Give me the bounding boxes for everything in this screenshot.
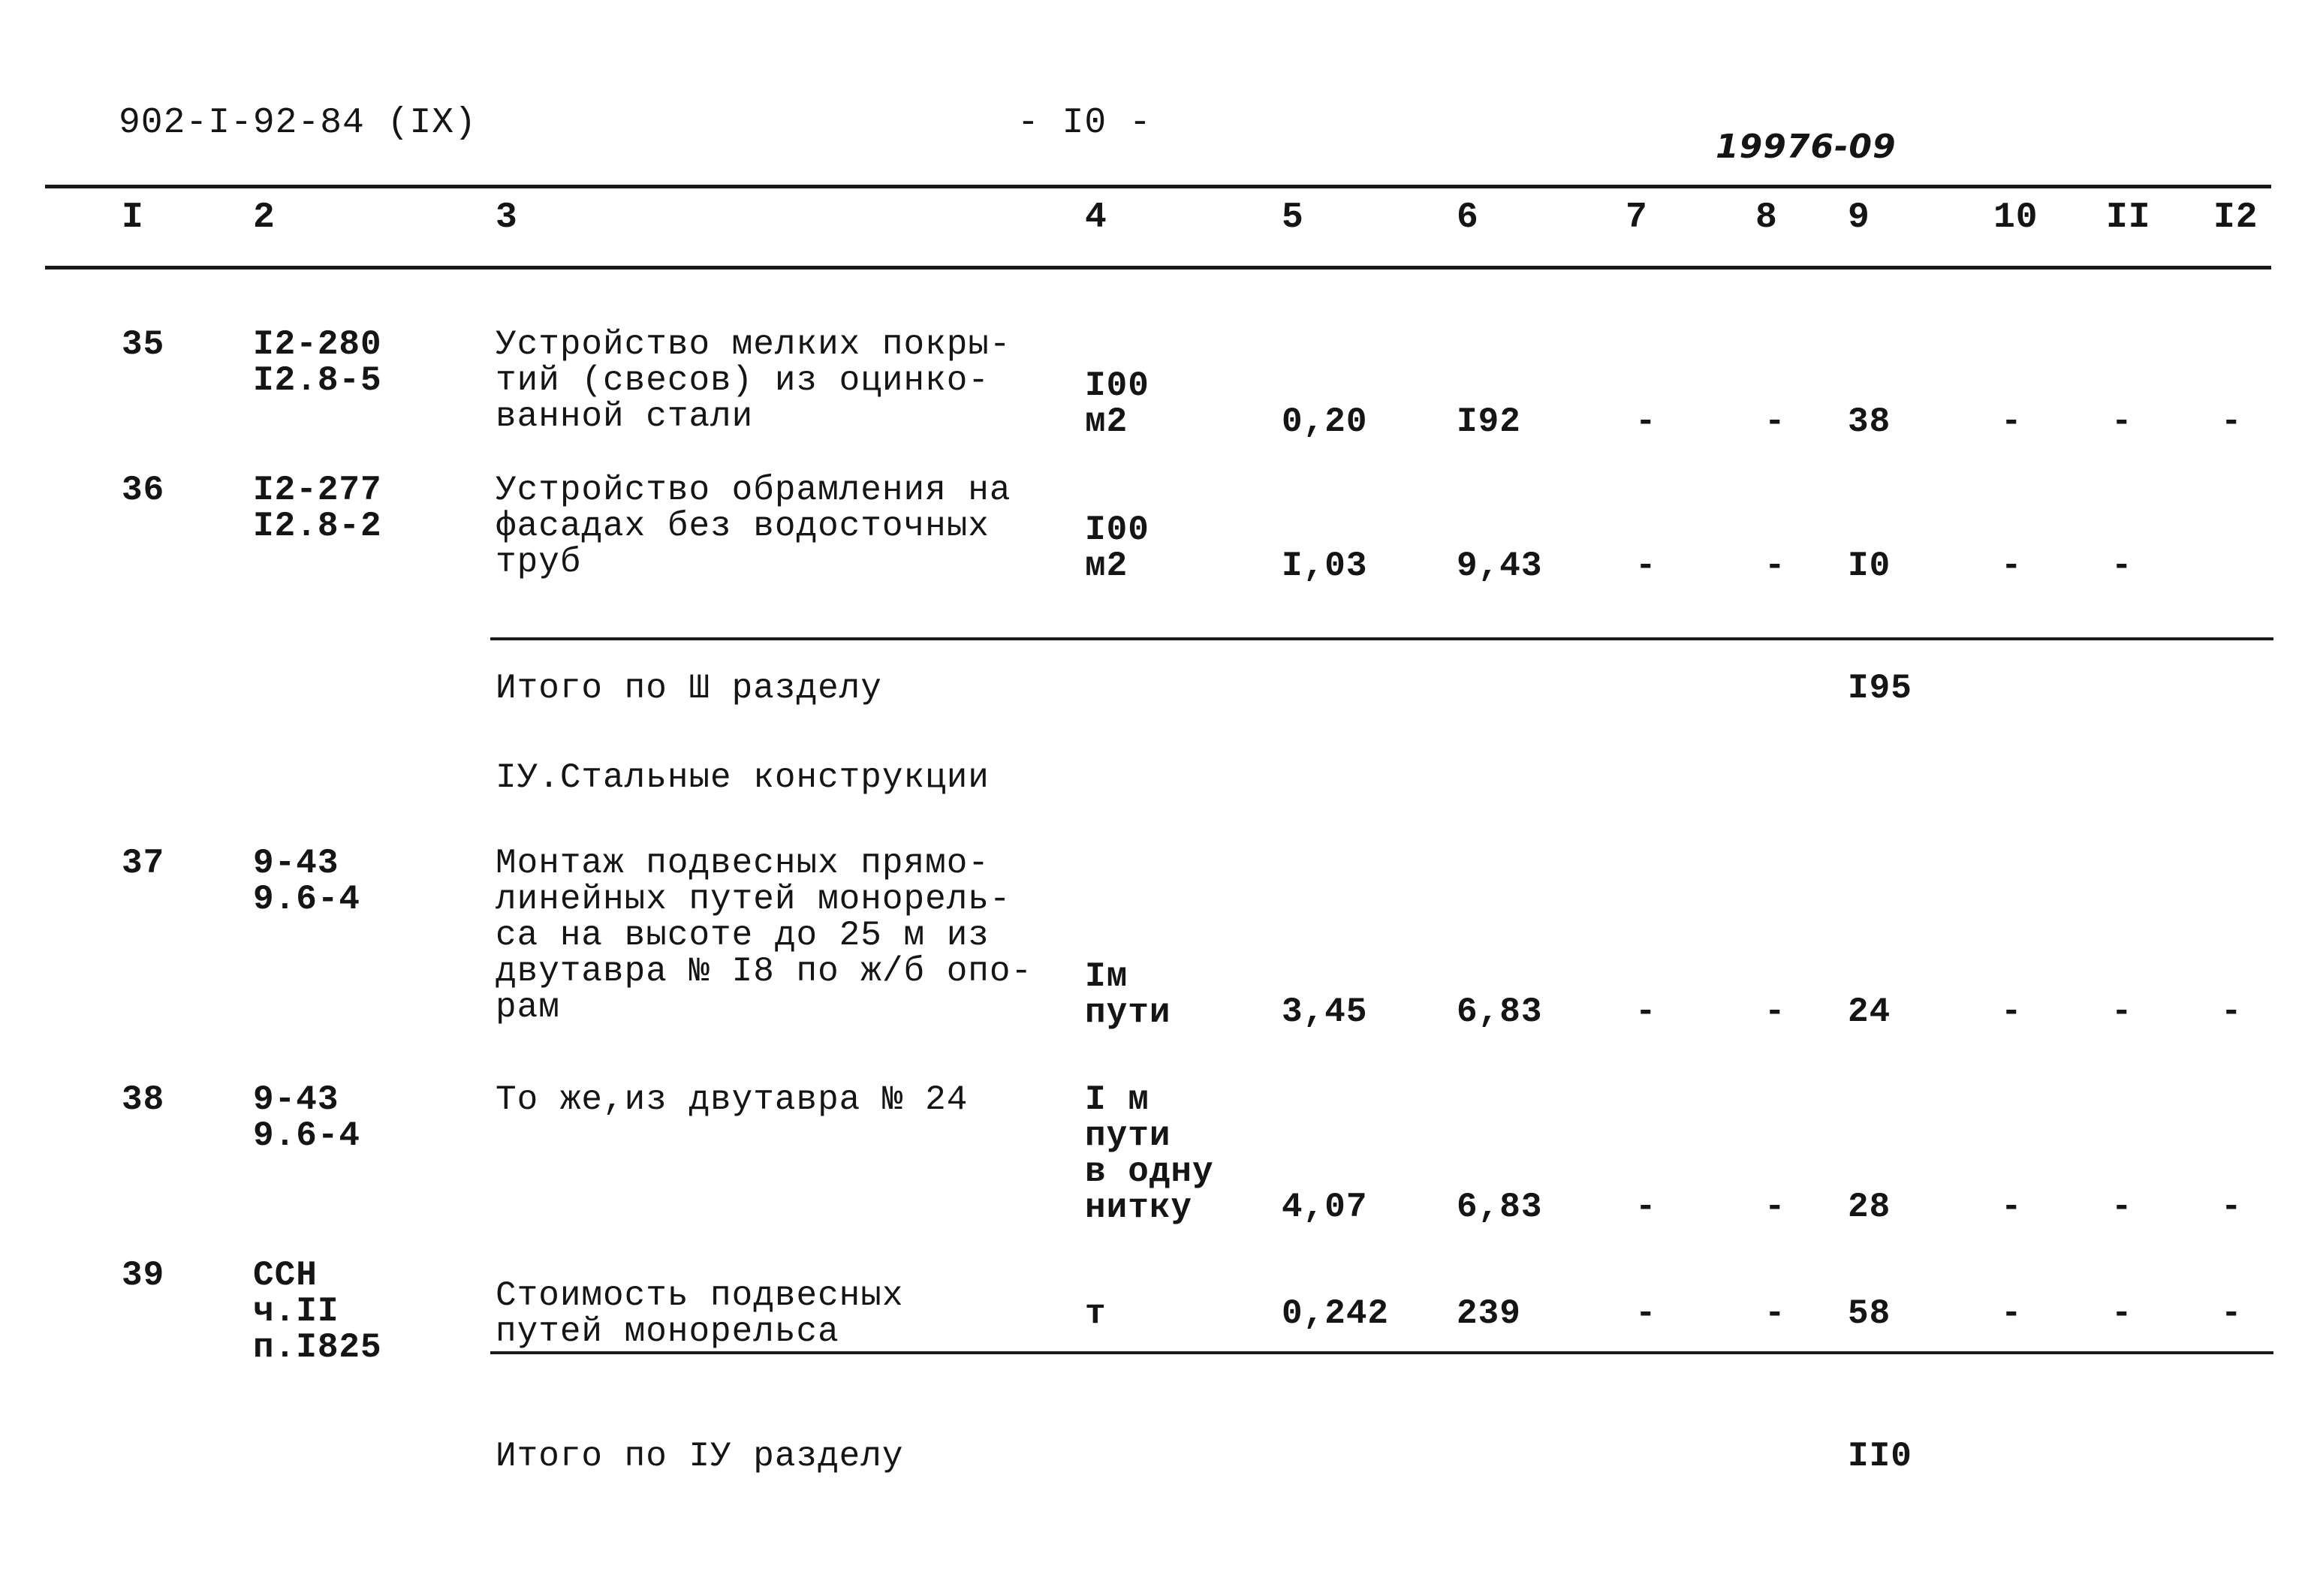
section-rule [490,1351,2273,1354]
cell-unit: т [1085,1294,1107,1333]
column-header: 2 [253,197,276,238]
header-bottom-rule [45,266,2271,270]
cell-c10: - [2001,547,2023,586]
cell-desc: То же,из двутавра № 24 [496,1080,969,1119]
cell-c10: - [2001,992,2023,1031]
cell-c12: - [2221,992,2243,1031]
cell-c7: - [1635,402,1657,441]
cell-c5: I,03 [1282,547,1368,586]
cell-c8: - [1764,1294,1786,1333]
column-header: II [2106,197,2151,238]
subtotal-value: II0 [1848,1437,1912,1476]
column-header: 9 [1848,197,1870,238]
cell-c9: I0 [1848,547,1891,586]
cell-c6: I92 [1457,402,1521,441]
cell-c8: - [1764,402,1786,441]
page-number: - I0 - [1017,103,1152,143]
column-header: 10 [1993,197,2038,238]
cell-c8: - [1764,992,1786,1031]
cell-c7: - [1635,992,1657,1031]
cell-code: 9-43 9.6-4 [253,844,361,919]
column-header: 5 [1282,197,1304,238]
cell-c5: 0,20 [1282,402,1368,441]
cell-num: 39 [122,1256,165,1295]
cell-c11: - [2111,402,2133,441]
cell-desc: Устройство обрамления на фасадах без вод… [496,471,1011,582]
cell-c8: - [1764,1188,1786,1227]
cell-c7: - [1635,547,1657,586]
cell-c10: - [2001,1188,2023,1227]
cell-c11: - [2111,1294,2133,1333]
column-header: 7 [1626,197,1648,238]
cell-unit: Iм пути [1085,957,1171,1032]
header-top-rule [45,185,2271,188]
cell-num: 37 [122,844,165,883]
cell-unit: I00 м2 [1085,510,1149,586]
subtotal-label: Итого по Ш разделу [496,669,882,708]
cell-c6: 9,43 [1457,547,1543,586]
cell-unit: I м пути в одну нитку [1085,1080,1214,1227]
cell-c12: - [2221,1188,2243,1227]
cell-c9: 58 [1848,1294,1891,1333]
cell-num: 38 [122,1080,165,1119]
section-title: IУ.Стальные конструкции [496,758,990,797]
cell-c6: 239 [1457,1294,1521,1333]
subtotal-label: Итого по IУ разделу [496,1437,904,1476]
cell-desc: Стоимость подвесных путей монорельса [496,1276,904,1351]
document-code: 902-I-92-84 (IX) [119,103,477,143]
subtotal-value: I95 [1848,669,1912,708]
cell-c11: - [2111,992,2133,1031]
cell-c8: - [1764,547,1786,586]
cell-num: 35 [122,325,165,364]
cell-code: I2-280 I2.8-5 [253,325,382,400]
cell-c9: 24 [1848,992,1891,1031]
cell-c10: - [2001,1294,2023,1333]
cell-num: 36 [122,471,165,510]
column-header: 6 [1457,197,1479,238]
column-header: 4 [1085,197,1107,238]
cell-c12: - [2221,402,2243,441]
cell-c5: 0,242 [1282,1294,1390,1333]
column-header: 3 [496,197,518,238]
cell-c10: - [2001,402,2023,441]
cell-unit: I00 м2 [1085,366,1149,441]
cell-c7: - [1635,1188,1657,1227]
cell-c6: 6,83 [1457,992,1543,1031]
cell-code: ССН ч.II п.I825 [253,1256,382,1367]
cell-code: I2-277 I2.8-2 [253,471,382,546]
column-header: I2 [2213,197,2258,238]
cell-c7: - [1635,1294,1657,1333]
cell-c11: - [2111,547,2133,586]
cell-c5: 4,07 [1282,1188,1368,1227]
cell-c9: 38 [1848,402,1891,441]
cell-c12: - [2221,1294,2243,1333]
cell-desc: Устройство мелких покры- тий (свесов) из… [496,325,1011,436]
cell-c11: - [2111,1188,2133,1227]
cell-desc: Монтаж подвесных прямо- линейных путей м… [496,844,1033,1027]
cell-c6: 6,83 [1457,1188,1543,1227]
column-header: 8 [1755,197,1778,238]
column-header: I [122,197,144,238]
cell-c5: 3,45 [1282,992,1368,1031]
cell-c9: 28 [1848,1188,1891,1227]
section-rule [490,637,2273,640]
handwritten-stamp-number: 19976-09 [1716,128,1897,166]
cell-code: 9-43 9.6-4 [253,1080,361,1155]
